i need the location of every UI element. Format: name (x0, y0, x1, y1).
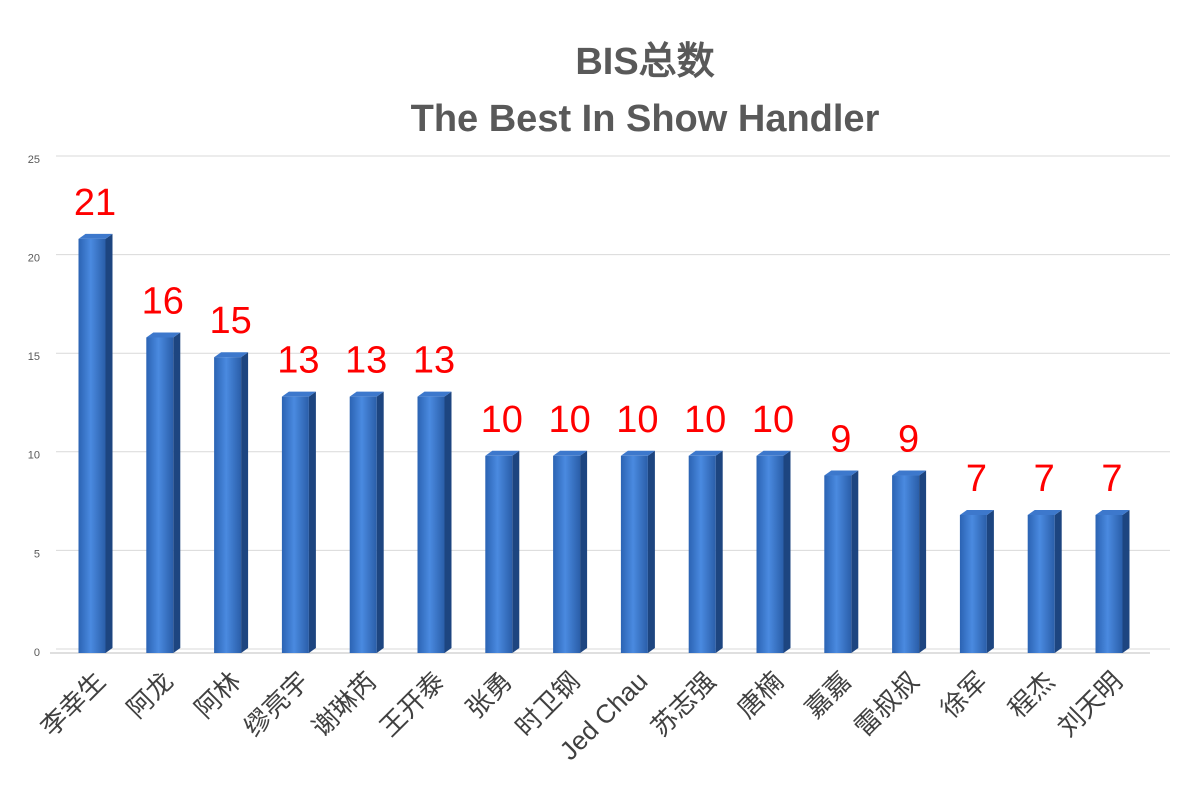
y-tick-label: 15 (28, 351, 40, 363)
bar-top (620, 450, 655, 456)
x-tick-label: 谢琳芮 (306, 666, 382, 742)
y-tick-label: 10 (28, 450, 40, 462)
bar-top (1027, 509, 1062, 515)
bar-top (959, 509, 994, 515)
bar-side (715, 450, 723, 653)
value-label: 10 (481, 399, 523, 441)
bar-side (376, 391, 384, 653)
value-label: 10 (684, 399, 726, 441)
y-tick-label: 25 (28, 154, 40, 166)
bar (417, 396, 445, 653)
bar-side (444, 391, 452, 653)
x-tick-label: 王开泰 (374, 666, 450, 742)
y-tick-label: 5 (34, 548, 40, 560)
bar-top (1095, 509, 1130, 515)
bar-side (1054, 509, 1062, 653)
bar-top (756, 450, 791, 456)
bar-side (512, 450, 520, 653)
x-tick-label: 阿龙 (121, 666, 179, 724)
value-label: 13 (345, 340, 387, 382)
bar-side (173, 332, 181, 653)
value-label: 7 (1034, 458, 1055, 500)
bar (281, 396, 309, 653)
value-label: 21 (74, 182, 116, 224)
bar-side (1122, 509, 1130, 653)
y-tick-label: 20 (28, 253, 40, 265)
bar-side (308, 391, 316, 653)
bar (214, 357, 242, 653)
value-label: 9 (898, 419, 919, 461)
bar-side (580, 450, 588, 653)
value-label: 7 (1101, 458, 1122, 500)
bar (349, 396, 377, 653)
bar-top (146, 332, 181, 338)
x-tick-label: 雷叔叔 (848, 666, 924, 742)
value-label: 7 (966, 458, 987, 500)
x-tick-label: 苏志强 (645, 666, 721, 742)
bar-top (78, 233, 113, 239)
bar-side (647, 450, 655, 653)
value-label: 13 (413, 340, 455, 382)
bar-top (214, 352, 249, 358)
x-tick-label: 刘天明 (1052, 666, 1128, 742)
bar-top (824, 470, 859, 476)
x-tick-label: 阿林 (189, 666, 247, 724)
bar-top (892, 470, 927, 476)
value-label: 9 (830, 419, 851, 461)
bar-top (417, 391, 452, 397)
bar (146, 337, 174, 653)
bar (1095, 514, 1123, 653)
x-tick-label: 徐军 (935, 666, 993, 724)
bar (688, 455, 716, 653)
bar-top (281, 391, 316, 397)
x-tick-label: 唐楠 (731, 666, 789, 724)
chart-title: BIS总数 (575, 41, 714, 83)
bar (78, 238, 106, 653)
bar (756, 455, 784, 653)
value-label: 13 (277, 340, 319, 382)
bar-side (986, 509, 994, 653)
value-label: 10 (616, 399, 658, 441)
x-tick-label: 程杰 (1002, 666, 1060, 724)
bar (892, 475, 920, 653)
bar-side (105, 233, 113, 653)
chart-subtitle: The Best In Show Handler (411, 98, 880, 140)
bar (1027, 514, 1055, 653)
bar-top (485, 450, 520, 456)
bar (485, 455, 513, 653)
bar-side (783, 450, 791, 653)
bar (959, 514, 987, 653)
x-tick-label: 嘉嘉 (799, 666, 857, 724)
bar-side (851, 470, 859, 653)
y-tick-label: 0 (34, 647, 40, 659)
bar-side (919, 470, 927, 653)
bar (620, 455, 648, 653)
bar (553, 455, 581, 653)
bar-side (241, 352, 249, 653)
value-label: 16 (142, 281, 184, 323)
x-tick-label: 张勇 (460, 666, 518, 724)
value-label: 10 (548, 399, 590, 441)
bar-top (688, 450, 723, 456)
value-label: 15 (209, 300, 251, 342)
x-tick-label: 李幸生 (35, 666, 111, 742)
bar-top (553, 450, 588, 456)
x-tick-label: 缪亮宇 (238, 666, 314, 742)
value-label: 10 (752, 399, 794, 441)
bar (824, 475, 852, 653)
bar-top (349, 391, 384, 397)
